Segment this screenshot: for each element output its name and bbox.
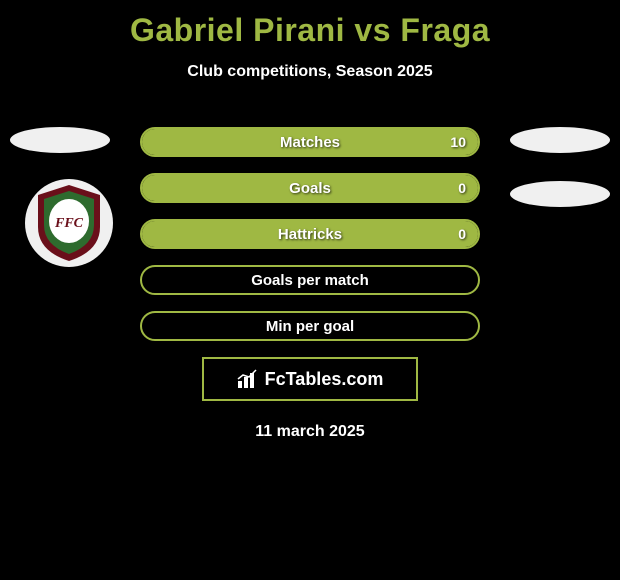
stat-label: Matches (142, 129, 478, 155)
brand-box: FcTables.com (202, 357, 418, 401)
left-player-ellipse (10, 127, 110, 153)
badge-letters: FFC (54, 216, 84, 231)
right-player-ellipse-2 (510, 181, 610, 207)
stat-row: Matches10 (140, 127, 480, 157)
stats-area: FFC Matches10Goals0Hattricks0Goals per m… (0, 127, 620, 341)
stat-label: Goals (142, 175, 478, 201)
page-title: Gabriel Pirani vs Fraga (0, 0, 620, 49)
stat-row: Goals per match (140, 265, 480, 295)
chart-icon (237, 369, 259, 389)
stat-value-right: 0 (458, 175, 466, 201)
stat-row: Hattricks0 (140, 219, 480, 249)
stat-row: Min per goal (140, 311, 480, 341)
subtitle: Club competitions, Season 2025 (0, 63, 620, 81)
stat-value-right: 10 (450, 129, 466, 155)
right-player-ellipse-1 (510, 127, 610, 153)
footer-date: 11 march 2025 (0, 423, 620, 441)
stat-value-right: 0 (458, 221, 466, 247)
brand-text: FcTables.com (265, 369, 384, 390)
club-badge-icon: FFC (34, 183, 104, 263)
stat-label: Min per goal (142, 313, 478, 339)
stat-row: Goals0 (140, 173, 480, 203)
stat-label: Hattricks (142, 221, 478, 247)
left-player-badge-circle: FFC (25, 179, 113, 267)
stat-label: Goals per match (142, 267, 478, 293)
